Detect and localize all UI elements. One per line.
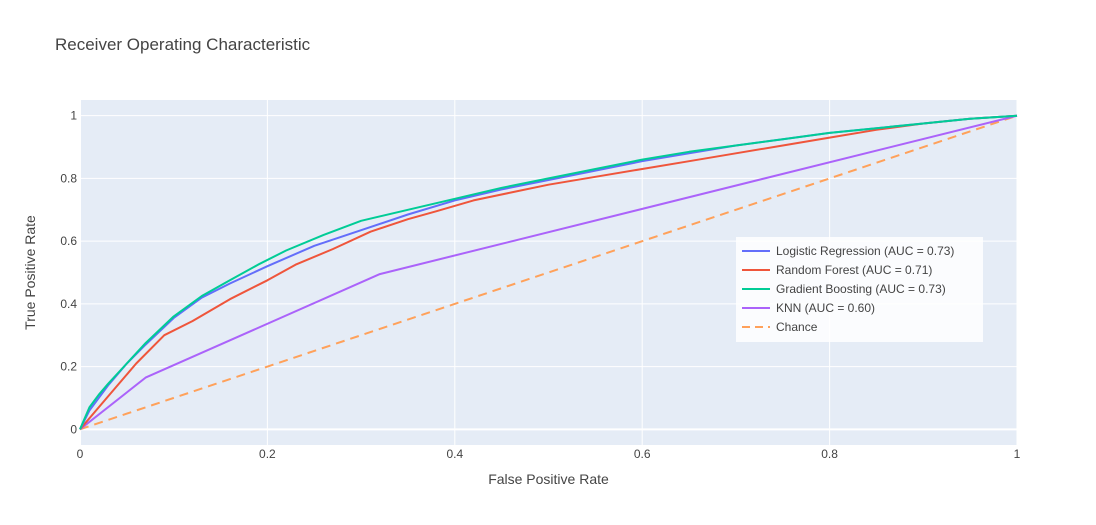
chart-title: Receiver Operating Characteristic: [55, 35, 311, 54]
legend-label: Chance: [776, 320, 818, 334]
legend-label: KNN (AUC = 0.60): [776, 301, 875, 315]
x-tick-label: 1: [1014, 447, 1021, 461]
x-tick-label: 0.6: [634, 447, 651, 461]
y-axis-ticks: 0 0.2 0.4 0.6 0.8 1: [60, 109, 77, 437]
x-axis-ticks: 0 0.2 0.4 0.6 0.8 1: [77, 447, 1021, 461]
y-tick-label: 0.8: [60, 171, 77, 185]
y-tick-label: 0: [70, 422, 77, 436]
x-axis-title: False Positive Rate: [488, 471, 609, 487]
series-line-gradient: [79, 114, 1018, 430]
series-lines: [79, 114, 1018, 431]
legend-box: [736, 237, 983, 342]
y-axis-title: True Positive Rate: [22, 215, 38, 330]
y-tick-label: 0.4: [60, 297, 77, 311]
legend: Logistic Regression (AUC = 0.73) Random F…: [736, 237, 983, 342]
y-tick-label: 0.6: [60, 234, 77, 248]
x-tick-label: 0.4: [446, 447, 463, 461]
legend-label: Gradient Boosting (AUC = 0.73): [776, 282, 946, 296]
series-line-random: [79, 114, 1018, 430]
x-tick-label: 0: [77, 447, 84, 461]
legend-label: Random Forest (AUC = 0.71): [776, 263, 932, 277]
x-tick-label: 0.8: [821, 447, 838, 461]
y-tick-label: 1: [70, 109, 77, 123]
x-tick-label: 0.2: [259, 447, 276, 461]
series-line-knn: [79, 114, 1018, 431]
legend-label: Logistic Regression (AUC = 0.73): [776, 244, 954, 258]
y-tick-label: 0.2: [60, 360, 77, 374]
